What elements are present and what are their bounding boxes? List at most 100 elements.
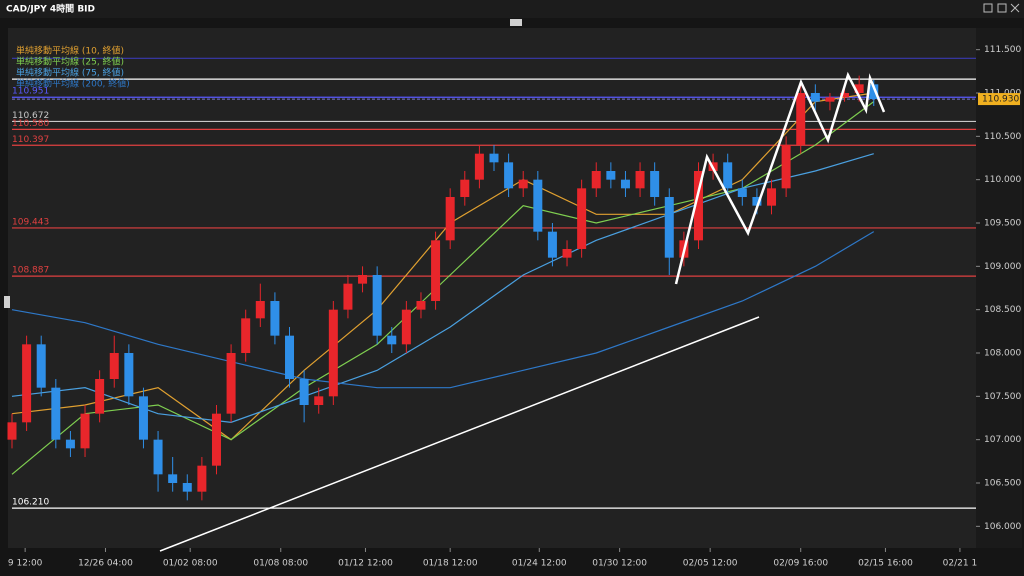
candle-body — [796, 93, 806, 145]
moving-average-line — [11, 231, 875, 389]
candle-body — [358, 275, 368, 284]
candle-body — [767, 188, 777, 206]
candle-body — [211, 413, 221, 466]
candle-body — [80, 413, 90, 449]
x-tick-label: 02/05 12:00 — [683, 559, 738, 569]
x-tick-label: 12/26 04:00 — [78, 559, 133, 569]
zigzag-drawing — [674, 71, 886, 285]
candle-body — [489, 153, 499, 163]
y-tick-label: 109.000 — [984, 262, 1021, 272]
candle-body — [153, 439, 163, 475]
y-tick-label: 108.000 — [984, 349, 1021, 359]
x-tick-label: 01/12 12:00 — [338, 559, 393, 569]
y-tick-label: 107.000 — [984, 435, 1021, 445]
axes: 106.000 106.500 107.000 107.500 108.000 108.5… — [8, 45, 1022, 568]
y-tick-label: 111.500 — [984, 45, 1021, 55]
candle-body — [416, 301, 426, 310]
candles — [7, 75, 879, 501]
candle-body — [518, 179, 528, 189]
candle-body — [577, 188, 587, 249]
level-label: 109.443 — [12, 217, 49, 227]
minimize-button[interactable] — [983, 3, 993, 13]
candle-body — [431, 240, 441, 301]
legend-entry: 単純移動平均線 (75, 終値) — [16, 67, 124, 79]
y-tick-label: 110.500 — [984, 132, 1021, 142]
candle-body — [7, 422, 17, 440]
candle-body — [869, 84, 879, 100]
candle-body — [781, 145, 791, 189]
candle-body — [387, 335, 397, 345]
y-tick-label: 106.000 — [984, 522, 1021, 532]
x-tick-label: 01/18 12:00 — [423, 559, 478, 569]
candle-body — [182, 483, 192, 492]
candle-body — [401, 309, 411, 345]
price-axis — [976, 28, 1022, 548]
candle-body — [825, 97, 835, 102]
y-tick-label: 108.500 — [984, 305, 1021, 315]
close-button[interactable] — [1010, 3, 1020, 13]
level-label: 110.580 — [12, 119, 49, 129]
level-label: 110.672 — [12, 111, 49, 121]
candle-body — [51, 387, 61, 440]
x-tick-label: 02/21 1 — [943, 559, 978, 569]
level-label: 108.887 — [12, 266, 49, 276]
candle-body — [109, 353, 119, 379]
plot-background — [8, 28, 976, 548]
candle-body — [474, 153, 484, 180]
maximize-button[interactable] — [997, 3, 1007, 13]
collapse-button[interactable] — [510, 19, 522, 26]
candle-body — [270, 301, 280, 336]
candle-body — [241, 318, 251, 353]
candle-body — [124, 353, 134, 397]
chart-title: CAD/JPY 4時間 BID — [6, 3, 95, 15]
candle-body — [95, 379, 105, 414]
candle-body — [36, 344, 46, 388]
legend-entry: 単純移動平均線 (10, 終値) — [16, 45, 124, 57]
x-tick-label: 01/02 08:00 — [163, 559, 218, 569]
candle-body — [372, 275, 382, 336]
candle-body — [343, 283, 353, 310]
candle-body — [504, 162, 514, 189]
candle-body — [562, 249, 572, 258]
candle-body — [635, 171, 645, 189]
y-tick-label: 106.500 — [984, 479, 1021, 489]
current-price-box — [978, 93, 1020, 106]
current-price-label: 110.930 — [982, 95, 1019, 105]
legend-entry: 単純移動平均線 (25, 終値) — [16, 56, 124, 68]
candle-body — [168, 474, 178, 483]
candle-body — [752, 197, 762, 206]
candle-body — [255, 301, 265, 319]
level-label: 110.397 — [12, 135, 49, 145]
candle-body — [547, 231, 557, 258]
candle-body — [693, 171, 703, 241]
x-tick-label: 02/09 16:00 — [773, 559, 828, 569]
level-label: 106.210 — [12, 498, 49, 508]
candle-body — [650, 171, 660, 197]
window-buttons[interactable] — [983, 3, 1020, 13]
x-tick-label: 02/15 16:00 — [858, 559, 913, 569]
title-bar — [0, 0, 1024, 18]
drawings — [159, 71, 886, 552]
candle-body — [606, 171, 616, 180]
trend-line-drawing — [159, 316, 760, 552]
candle-body — [226, 353, 236, 414]
candle-body — [664, 197, 674, 258]
candle-body — [460, 179, 470, 197]
candle-body — [197, 465, 207, 492]
side-handle[interactable] — [4, 296, 10, 308]
candle-body — [65, 439, 75, 449]
candle-body — [138, 396, 148, 440]
y-tick-label: 107.500 — [984, 392, 1021, 402]
candle-body — [840, 93, 850, 98]
candle-body — [314, 396, 324, 405]
candle-body — [285, 335, 295, 379]
candle-body — [533, 179, 543, 232]
x-tick-label: 9 12:00 — [8, 559, 43, 569]
x-tick-label: 01/30 12:00 — [592, 559, 647, 569]
legend: 単純移動平均線 (10, 終値)単純移動平均線 (25, 終値)単純移動平均線 … — [16, 45, 130, 90]
legend-entry: 単純移動平均線 (200, 終値) — [16, 78, 130, 90]
candle-body — [328, 309, 338, 397]
